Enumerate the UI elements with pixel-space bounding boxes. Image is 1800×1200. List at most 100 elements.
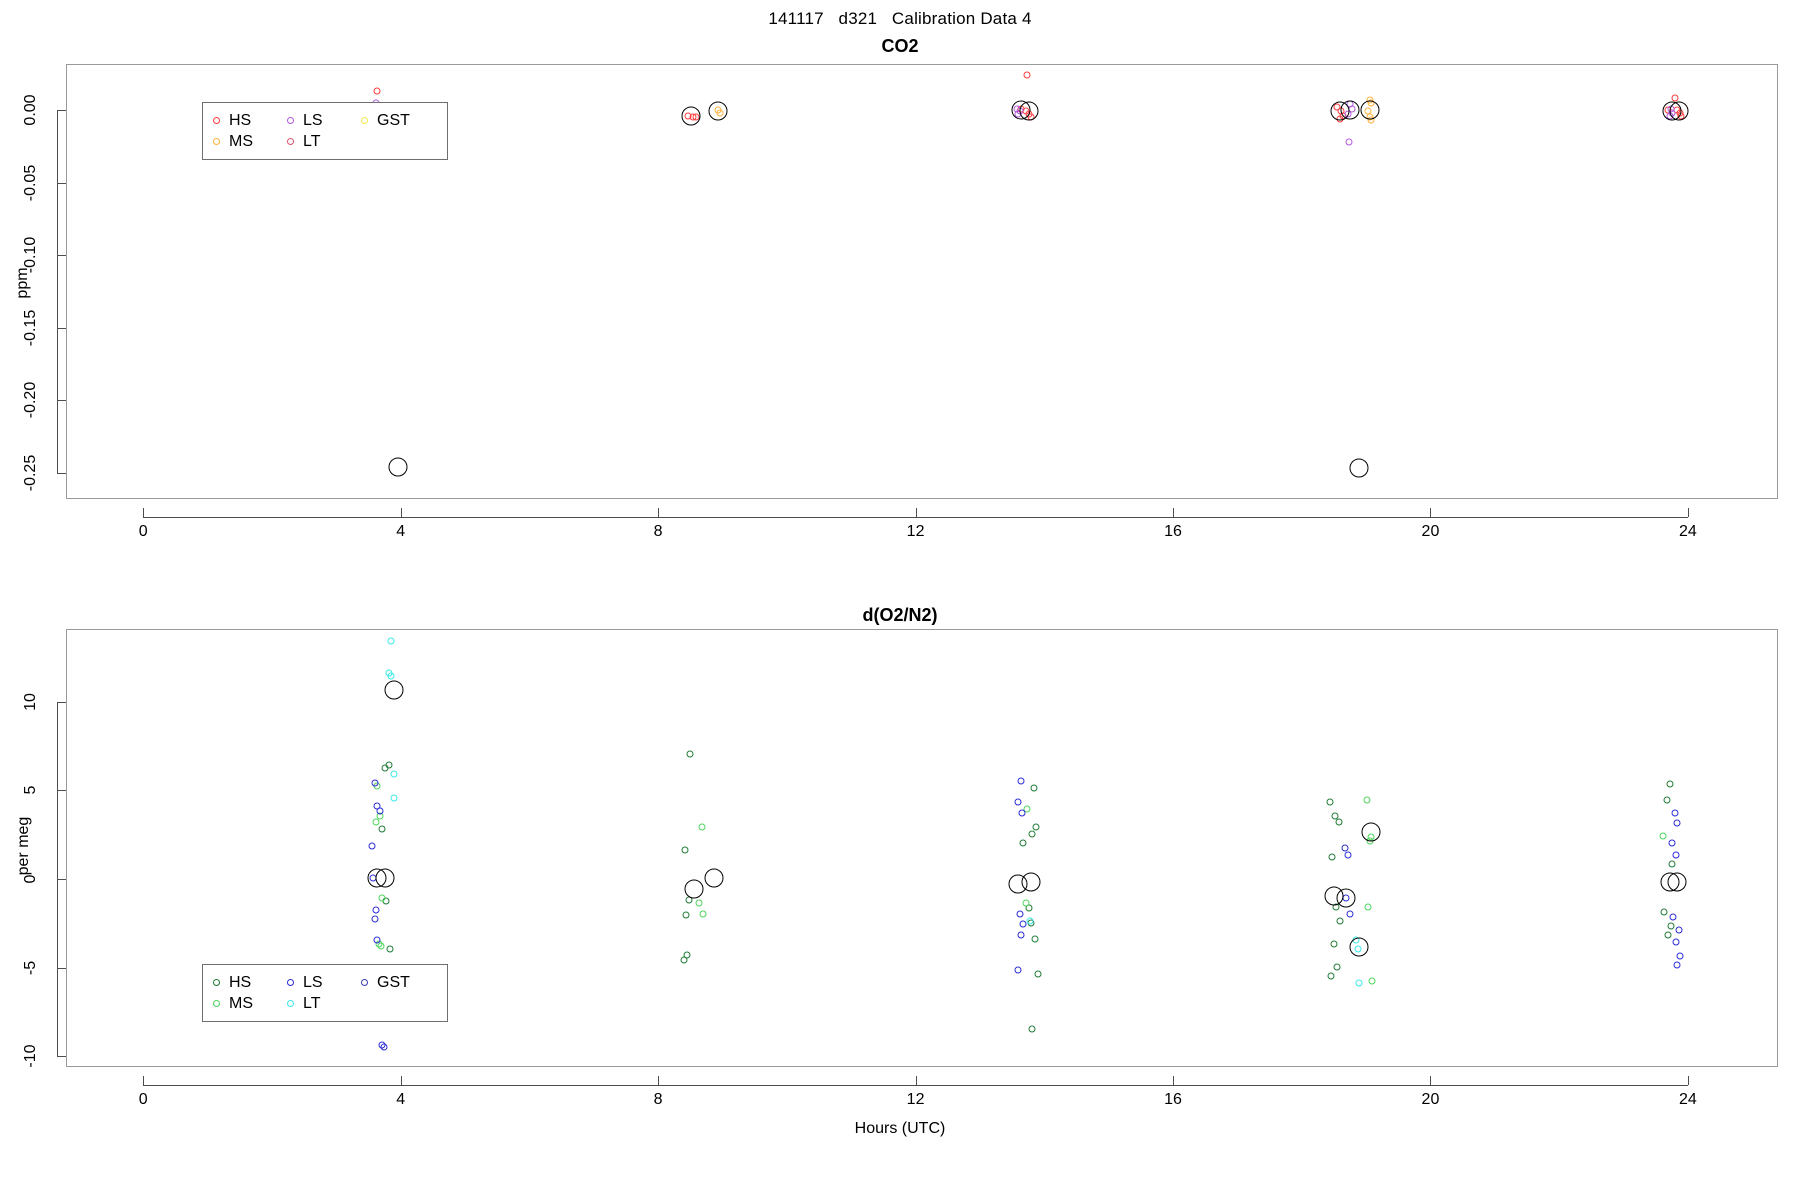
y-axis-tick-label: 10	[22, 692, 39, 711]
legend-item-label: GST	[377, 973, 410, 991]
legend-item-label: LT	[303, 132, 321, 150]
data-point	[1336, 917, 1344, 925]
data-point-mean	[1361, 822, 1381, 842]
data-point	[699, 910, 707, 918]
legend-item-ls[interactable]: LS	[287, 112, 361, 129]
data-point	[1675, 926, 1683, 934]
data-point	[1344, 851, 1352, 859]
data-point	[373, 936, 381, 944]
y-axis-tick-label: -5	[22, 960, 39, 975]
page-title: 141117 d321 Calibration Data 4	[768, 9, 1032, 28]
x-axis-line	[143, 517, 1688, 518]
y-axis-line	[57, 701, 58, 1057]
y-axis-tick-label: 0.00	[22, 94, 39, 126]
data-point	[1668, 839, 1676, 847]
data-point	[1028, 830, 1036, 838]
y-axis-tick-label: -0.05	[22, 164, 39, 202]
data-point	[1023, 805, 1031, 813]
x-axis-tick-label: 8	[653, 523, 663, 540]
data-point	[1345, 138, 1353, 146]
x-axis-tick	[143, 508, 145, 517]
x-axis-tick-label: 16	[1164, 523, 1182, 540]
legend-item-ms[interactable]: MS	[213, 133, 287, 150]
legend-item-hs[interactable]: HS	[213, 973, 287, 991]
y-axis-tick-label: -0.15	[22, 309, 39, 347]
data-point	[1026, 917, 1034, 925]
data-point	[1671, 809, 1679, 817]
x-axis-tick	[915, 508, 917, 517]
legend-item-gst[interactable]: GST	[361, 973, 435, 991]
data-point	[1335, 818, 1343, 825]
data-point	[1346, 910, 1354, 918]
data-point	[1355, 979, 1363, 987]
legend-row: MS LT	[213, 131, 435, 152]
data-point-mean	[681, 106, 701, 126]
data-point	[378, 894, 386, 902]
data-point	[698, 823, 706, 831]
data-point	[1018, 809, 1026, 817]
data-point	[1328, 853, 1336, 861]
data-point	[1673, 961, 1681, 969]
legend-item-label: LS	[303, 973, 323, 991]
data-point	[1666, 780, 1674, 788]
panel-o2n2-title: d(O2/N2)	[862, 605, 938, 625]
legend-row: MS LT	[213, 993, 435, 1014]
legend-marker-icon	[213, 138, 220, 145]
x-axis-tick-label: 16	[1164, 1091, 1182, 1108]
data-point	[686, 750, 694, 758]
data-point-mean	[1019, 101, 1039, 121]
data-point	[387, 672, 395, 680]
y-axis-tick	[57, 400, 66, 402]
legend-marker-icon	[213, 1000, 220, 1007]
y-axis-tick-label: 0	[22, 874, 39, 884]
data-point-mean	[1336, 888, 1356, 908]
x-axis-tick	[1173, 508, 1174, 517]
data-point	[1017, 931, 1025, 939]
legend-item-gst[interactable]: GST	[361, 112, 435, 129]
legend-item-label: MS	[229, 994, 253, 1012]
x-axis-tick	[658, 1076, 660, 1085]
y-axis-tick	[57, 701, 66, 703]
legend-row: HS LS GST	[213, 972, 435, 993]
legend-marker-icon	[287, 117, 294, 124]
data-point	[1327, 972, 1335, 980]
data-point-mean	[1669, 101, 1689, 121]
data-point	[371, 915, 379, 923]
data-point	[386, 945, 394, 953]
legend-item-ls[interactable]: LS	[287, 973, 361, 991]
data-point	[1663, 796, 1671, 804]
x-axis-tick-label: 12	[906, 1091, 925, 1108]
data-point-mean	[375, 868, 395, 888]
data-point	[1673, 819, 1681, 827]
y-axis-tick-label: 5	[22, 785, 39, 795]
x-axis-tick	[1430, 508, 1432, 517]
y-axis-tick	[57, 182, 66, 184]
x-axis-tick	[1687, 1076, 1689, 1085]
legend-item-lt[interactable]: LT	[287, 995, 361, 1012]
data-point	[1364, 903, 1372, 911]
legend-item-label: HS	[229, 973, 252, 991]
data-point	[368, 842, 376, 850]
data-point	[682, 911, 690, 919]
data-point	[1016, 910, 1024, 918]
legend-item-ms[interactable]: MS	[213, 994, 287, 1012]
legend-item-label: HS	[229, 111, 252, 129]
x-axis-tick-label: 0	[138, 1091, 148, 1108]
legend-marker-icon	[287, 979, 294, 986]
data-point	[1341, 844, 1349, 852]
data-point	[1669, 913, 1677, 921]
data-point	[387, 637, 395, 645]
x-axis-tick	[915, 1076, 917, 1085]
x-axis-line	[143, 1085, 1688, 1086]
legend-item-hs[interactable]: HS	[213, 111, 287, 129]
x-axis-tick	[1173, 1076, 1174, 1085]
data-point-mean	[1349, 937, 1369, 957]
data-point	[1659, 832, 1667, 840]
legend-item-lt[interactable]: LT	[287, 132, 361, 150]
y-axis-tick-label: -0.25	[22, 454, 39, 492]
legend-marker-icon	[361, 117, 368, 124]
y-axis-tick	[57, 110, 66, 112]
panel-o2n2: d(O2/N2) per meg Hours (UTC) 10 5 0 -5 -10 0 4…	[0, 605, 1800, 1200]
x-axis-tick-label: 8	[653, 1091, 663, 1108]
x-axis-tick	[1687, 508, 1689, 517]
